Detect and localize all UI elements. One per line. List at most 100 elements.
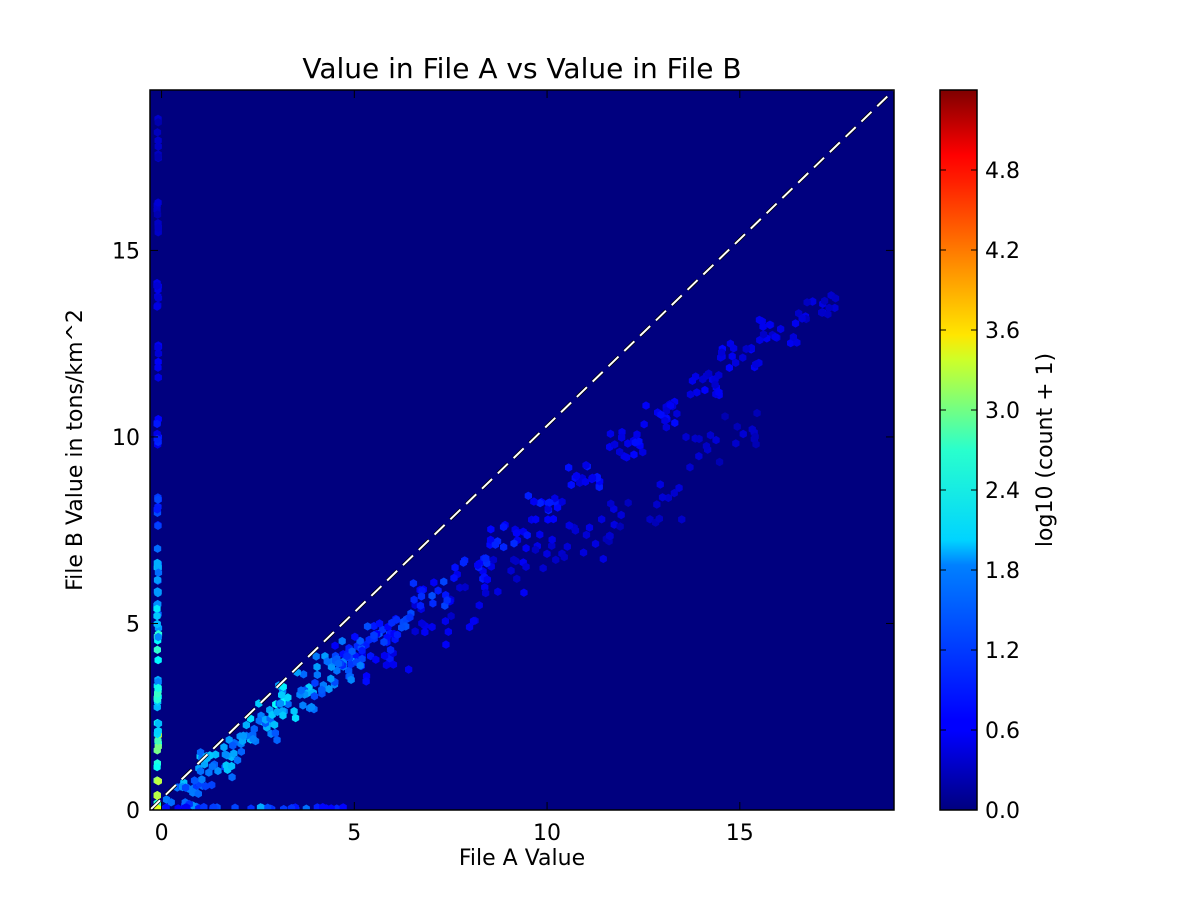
hexbin-cell-lb-0-0 [331,641,339,650]
hexbin-cell-mb-21-7 [777,324,785,334]
hexbin-cell-mb-5-12 [273,707,281,717]
hexbin-cell-mb-19-15 [711,380,719,389]
hexbin-cell-xc-11-7 [154,223,162,232]
colorbar-ticks: 0.0 0.6 1.2 1.8 2.4 3.0 3.6 4.2 4.8 [940,159,1020,824]
hexbin-cell-mb-3-11 [220,743,228,752]
hexbin-cell-mb-21-14 [759,330,768,339]
hexbin-cell-mb-21-11 [771,332,779,342]
hexbin-cell-lb-10-1 [733,422,741,431]
hexbin-cell-mb-17-1 [630,450,638,459]
hexbin-cell-mb-10-2 [358,646,366,655]
hexbin-cell-mb-16-15 [588,473,597,482]
hexbin-cell-yr-0-5 [181,803,190,810]
hexbin-cell-mb-21-13 [789,332,797,342]
x-tick-label-2: 10 [533,821,561,846]
hexbin-cell-xc-7-7 [153,505,161,514]
hexbin-cell-yr-1-1 [231,803,239,810]
hexbin-cell-lb-5-4 [552,555,560,564]
colorbar-tick-label-3: 1.8 [985,559,1020,584]
hexbin-cell-mb-20-10 [718,348,726,357]
hexbin-cell-mb-3-10 [237,747,245,756]
hexbin-cell-mb-21-1 [787,338,795,348]
x-tick-label-3: 15 [726,821,754,846]
hexbin-cell-xc-11-4 [154,198,162,207]
hexbin-cell-mb-2-7 [208,762,216,771]
hexbin-cell-mb-2-3 [196,748,205,757]
hexbin-cell-mb-1-10 [208,780,216,790]
hexbin-cell-lb-2-3 [428,622,436,632]
hexbin-cell-mb-3-15 [230,749,238,758]
hexbin-cell-mb-18-15 [657,410,665,419]
hexbin-cell-yr-4-5 [319,803,327,810]
hexbin-cell-lb-6-5 [571,526,580,535]
hexbin-cell-mb-18-12 [661,416,669,425]
hexbin-cell-lb-2-4 [444,627,452,636]
hexbin-cell-mb-15-15 [532,515,540,524]
hexbin-cell-mb-10-13 [380,637,388,647]
hexbin-cell-mb-18-14 [671,418,679,428]
hexbin-cell-lb-6-7 [598,515,606,524]
hexbin-cell-mb-5-8 [284,699,292,709]
hexbin-cell-mb-12-8 [443,596,451,605]
hexbin-cell-xc-5-3 [153,604,161,613]
hexbin-cell-lb-8-6 [656,480,664,489]
hexbin-cell-mb-20-15 [752,360,760,369]
y-tick-label-3: 15 [112,239,140,264]
hexbin-cell-lb-1-4 [372,655,380,664]
hexbin-cell-xc-4-6 [154,632,162,642]
hexbin-cell-mb-14-13 [487,525,495,534]
hexbin-cell-lb-2-8 [411,627,419,636]
hexbin-cell-yr-3-5 [302,804,310,810]
hexbin-cell-xc-12-7 [153,128,162,137]
hexbin-cell-mb-21-6 [793,338,801,347]
chart-title: Value in File A vs Value in File B [302,52,741,85]
hexbin-cell-mb-1-13 [181,783,190,792]
hexbin-cell-mb-22-15 [798,314,806,323]
hexbin-cell-lb-4-7 [512,556,520,566]
hexbin-cell-mb-14-11 [491,540,499,549]
hexbin-cell-lb-2-6 [421,627,429,637]
hexbin-cell-xc-9-7 [154,343,162,352]
hexbin-cell-xc-2-7 [154,727,162,736]
hexbin-cell-mb-22-8 [821,296,829,306]
hexbin-cell-mb-7-6 [313,670,321,679]
hexbin-cell-lb-0-7 [362,677,370,686]
hexbin-cell-mb-0-2 [194,789,202,798]
hexbin-cell-lb-8-1 [664,493,672,503]
hexbin-cell-xc-5-7 [154,588,162,598]
hexbin-cell-mb-11-10 [406,613,414,622]
plot-frame [149,89,895,811]
hexbin-cell-mb-13-10 [450,573,458,583]
hexbin-cell-mb-7-15 [318,685,326,694]
hexbin-cell-mb-10-3 [370,621,378,631]
hexbin-cell-mb-14-10 [510,539,518,548]
hexbin-cell-xc-11-6 [153,210,162,219]
hexbin-cell-mb-17-13 [611,440,619,449]
hexbin-cell-mb-21-9 [766,320,774,329]
hexbin-cell-mb-18-8 [640,420,648,429]
hexbin-cell-lb-6-1 [582,530,591,540]
hexbin-cell-mb-16-3 [582,461,590,470]
hexbin-cell-lb-8-8 [653,500,661,509]
hexbin-cell-mb-1-15 [201,782,210,791]
x-axis-label: File A Value [459,846,585,871]
hexbin-cell-lb-1-6 [405,665,413,674]
hexbin-cell-xc-12-2 [154,142,162,151]
hexbin-cell-mb-13-15 [474,561,482,570]
hexbin-cell-mb-21-15 [755,315,764,325]
hexbin-cell-xc-0-3 [154,777,162,786]
hexbin-cell-mb-13-12 [482,554,490,563]
hexbin-cell-mb-12-9 [409,579,418,588]
hexbin-cell-mb-17-2 [606,429,615,438]
colorbar-tick-label-8: 4.8 [985,159,1020,184]
x-tick-label-0: 0 [155,821,169,846]
hexbin-cell-mb-4-0 [250,724,258,734]
hexbin-cell-mb-3-7 [225,735,233,745]
hexbin-cell-mb-6-2 [299,701,307,710]
hexbin-cell-mb-20-3 [725,363,733,372]
hexbin-cell-mb-15-3 [524,491,532,500]
hexbin-cell-mb-4-2 [239,731,247,740]
hexbin-cell-mb-20-14 [730,344,738,353]
hexbin-cell-xc-9-1 [154,363,162,372]
